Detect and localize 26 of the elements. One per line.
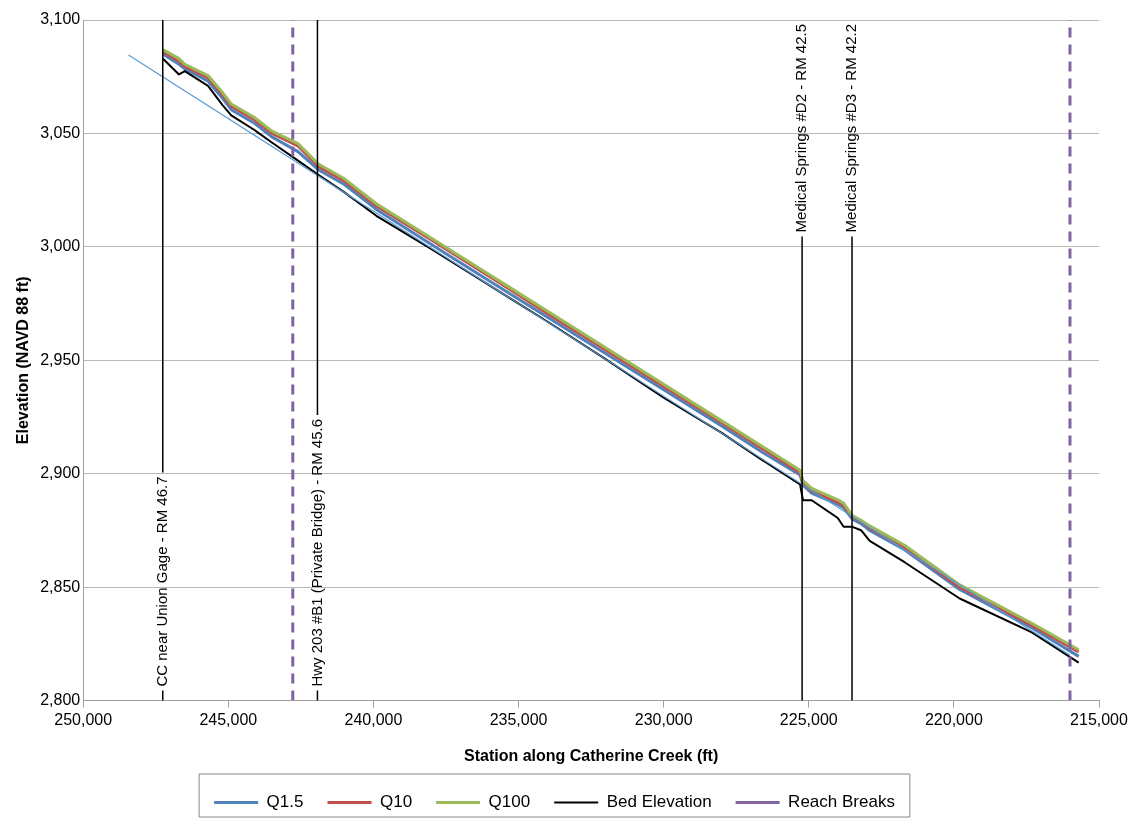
- x-tick-label: 230,000: [634, 710, 693, 728]
- y-tick-label: 2,950: [40, 350, 81, 368]
- x-tick-label: 250,000: [54, 710, 113, 728]
- y-tick-label: 2,850: [40, 577, 81, 595]
- y-tick-label: 3,100: [40, 10, 81, 28]
- legend-label: Q100: [488, 792, 531, 812]
- y-tick-label: 3,000: [40, 237, 81, 255]
- x-axis-title: Station along Catherine Creek (ft): [463, 746, 719, 764]
- y-tick-label: 2,800: [40, 691, 81, 709]
- y-axis-title: Elevation (NAVD 88 ft): [14, 276, 32, 445]
- x-tick-label: 215,000: [1070, 710, 1129, 728]
- x-tick-label: 235,000: [489, 710, 548, 728]
- x-tick-label: 225,000: [779, 710, 838, 728]
- y-tick-label: 2,900: [40, 464, 81, 482]
- legend-label: Q10: [379, 792, 413, 812]
- ref-line-label: CC near Union Gage - RM 46.7: [152, 476, 170, 687]
- x-tick-label: 240,000: [344, 710, 403, 728]
- legend-label: Q1.5: [266, 792, 304, 812]
- legend-label: Reach Breaks: [788, 792, 895, 812]
- ref-line-label: Medical Springs #D3 - RM 42.2: [842, 24, 860, 233]
- legend-label: Bed Elevation: [606, 792, 712, 812]
- ref-line-label: Hwy 203 #B1 (Private Bridge) - RM 45.6: [307, 418, 325, 687]
- y-tick-label: 3,050: [40, 123, 81, 141]
- x-tick-label: 220,000: [924, 710, 983, 728]
- x-tick-label: 245,000: [199, 710, 258, 728]
- ref-line-label: Medical Springs #D2 - RM 42.5: [792, 24, 810, 233]
